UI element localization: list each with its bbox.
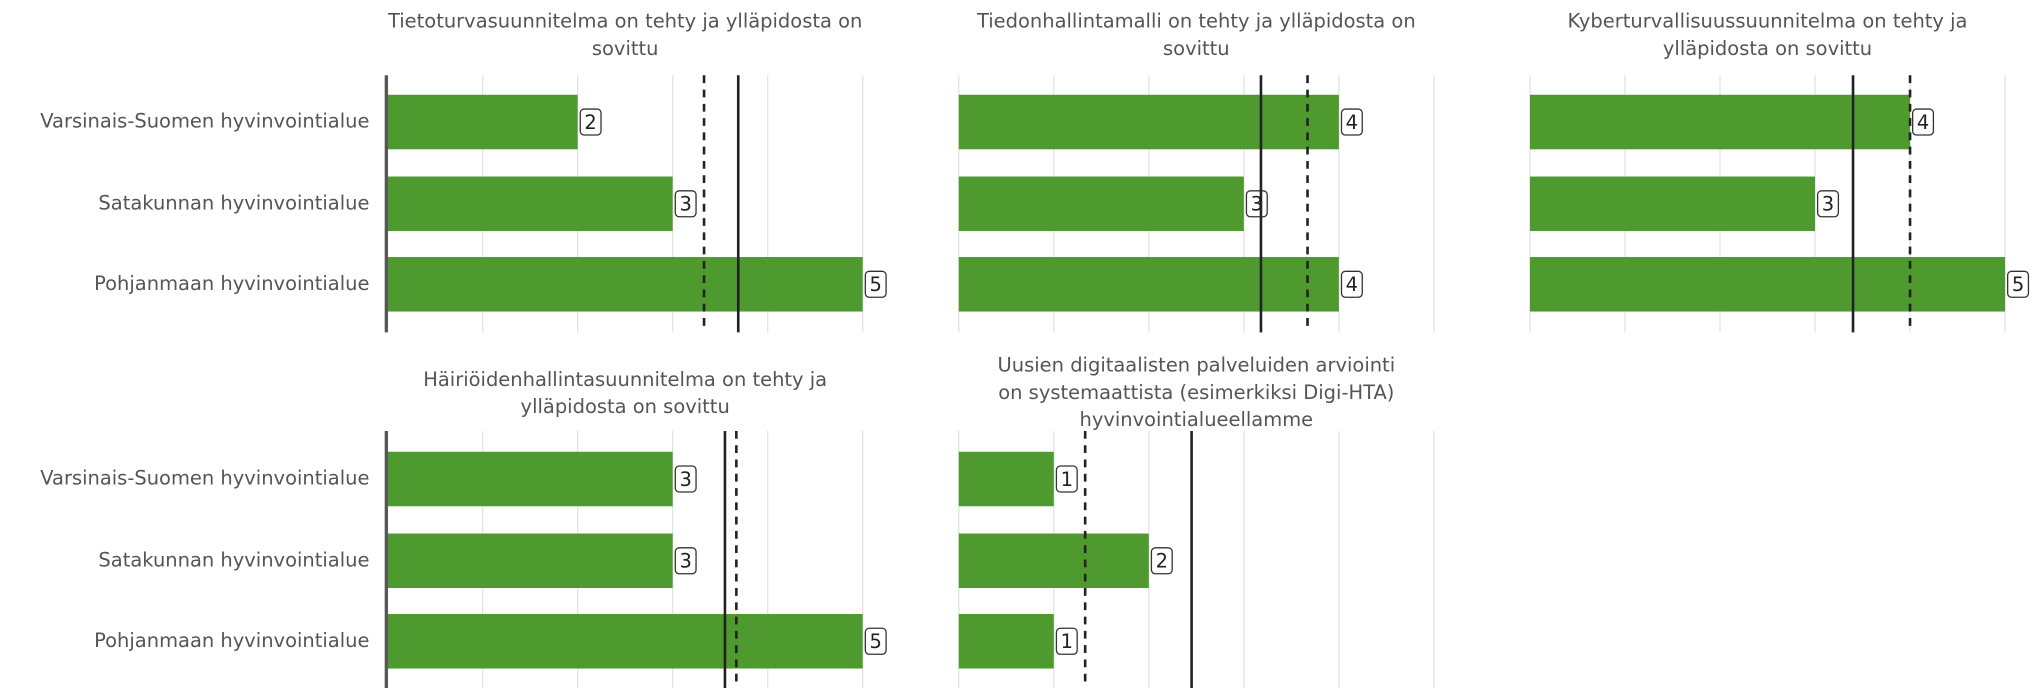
bar: [1529, 94, 1911, 150]
value-label: 1: [1061, 468, 1073, 491]
value-label-box: [579, 108, 602, 136]
bar: [387, 257, 863, 312]
category-label: Satakunnan hyvinvointialue: [98, 191, 369, 214]
category-label: Varsinais-Suomen hyvinvointialue: [40, 467, 369, 490]
value-label-box: [674, 190, 697, 218]
value-label: 5: [870, 630, 882, 653]
bar: [387, 94, 578, 150]
bar: [387, 451, 673, 507]
value-label: 4: [1346, 111, 1358, 134]
value-label-box: [1055, 465, 1078, 493]
panel-title: Häiriöidenhallintasuunnitelma on tehty j…: [423, 368, 827, 391]
bar: [387, 614, 863, 669]
value-label-box: [864, 627, 887, 655]
value-label-box: [1911, 108, 1935, 136]
value-label-box: [1340, 270, 1363, 298]
panel-title: sovittu: [1163, 37, 1230, 60]
value-label-box: [1816, 190, 1840, 218]
value-label: 3: [679, 550, 691, 573]
value-label: 1: [1061, 630, 1073, 653]
bar: [387, 533, 673, 589]
panel-title: ylläpidosta on sovittu: [1663, 37, 1872, 60]
bar: [958, 614, 1054, 669]
value-label: 3: [1822, 193, 1834, 216]
value-label: 4: [1917, 111, 1929, 134]
value-label: 2: [1156, 550, 1168, 573]
value-label: 5: [870, 273, 882, 296]
value-label-box: [1340, 108, 1363, 136]
panel-title: hyvinvointialueellamme: [1080, 408, 1314, 431]
value-label: 3: [679, 193, 691, 216]
bar: [958, 257, 1339, 312]
panel-title: on systemaattista (esimerkiksi Digi-HTA): [998, 381, 1394, 404]
bar: [1529, 176, 1816, 232]
panel-title: Tiedonhallintamalli on tehty ja ylläpido…: [976, 10, 1416, 33]
value-label-box: [1150, 547, 1173, 575]
category-label: Satakunnan hyvinvointialue: [98, 548, 369, 571]
bar: [387, 176, 673, 232]
value-label-box: [1055, 627, 1078, 655]
value-label-box: [674, 547, 697, 575]
panel-title: Uusien digitaalisten palveluiden arvioin…: [998, 354, 1396, 377]
bar: [958, 94, 1339, 150]
panel-title: Tietoturvasuunnitelma on tehty ja ylläpi…: [387, 10, 862, 33]
value-label: 3: [679, 468, 691, 491]
value-label-box: [864, 270, 887, 298]
value-label: 5: [2012, 273, 2024, 296]
value-label: 2: [584, 111, 596, 134]
category-label: Pohjanmaan hyvinvointialue: [94, 272, 369, 295]
bar: [958, 176, 1244, 232]
panel-title: sovittu: [592, 37, 659, 60]
value-label: 4: [1346, 273, 1358, 296]
value-label-box: [674, 465, 697, 493]
bar: [958, 451, 1054, 507]
bar: [958, 533, 1149, 589]
bar: [1529, 257, 2006, 312]
value-label-box: [2007, 270, 2030, 298]
panel-title: Kyberturvallisuussuunnitelma on tehty ja: [1568, 10, 1968, 33]
category-label: Varsinais-Suomen hyvinvointialue: [40, 110, 369, 133]
category-label: Pohjanmaan hyvinvointialue: [94, 629, 369, 652]
panel-title: ylläpidosta on sovittu: [521, 395, 730, 418]
